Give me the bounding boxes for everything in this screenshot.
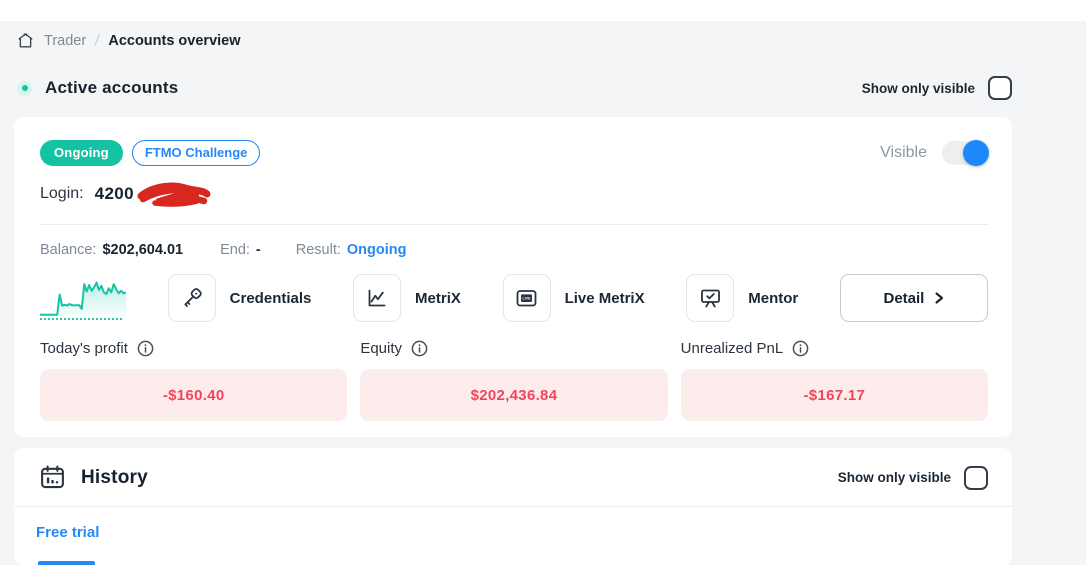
detail-button-label: Detail [883,289,925,307]
active-accounts-header: Active accounts Show only visible [14,76,1012,100]
show-only-visible-label: Show only visible [861,80,975,96]
credentials-label: Credentials [229,289,312,307]
history-header: History Show only visible [14,448,1012,507]
login-redaction-scribble [137,182,211,207]
login-value: 4200 [94,184,135,203]
history-show-only-visible-label: Show only visible [837,470,951,485]
account-type-badge: FTMO Challenge [131,140,261,166]
login-row: Login: 4200 [14,166,1012,209]
active-tab-underline [38,561,95,565]
live-screen-icon: LIVE [502,274,551,322]
breadcrumb: Trader / Accounts overview [16,31,241,50]
end-value: - [255,242,261,258]
breadcrumb-home-link[interactable] [16,31,35,50]
unrealized-pnl-label: Unrealized PnL [680,340,784,357]
metrix-label: MetriX [415,289,461,307]
chevron-right-icon [935,292,944,304]
mentor-button[interactable]: Mentor [686,274,798,322]
active-status-dot-icon [17,80,32,96]
balance-label: Balance: [40,242,97,258]
balance-value: $202,604.01 [102,242,184,258]
metrix-button[interactable]: MetriX [353,274,461,322]
breadcrumb-separator: / [93,32,101,49]
visible-toggle-knob [963,140,989,166]
account-badges-row: Ongoing FTMO Challenge Visible [14,117,1012,166]
account-metrics: Today's profit -$160.40 Equity $202,436.… [40,340,988,421]
home-icon [18,33,33,48]
calendar-history-icon [41,465,64,489]
info-icon[interactable] [792,340,809,357]
key-icon [167,274,216,322]
metric-unrealized-pnl: Unrealized PnL -$167.17 [680,340,988,421]
credentials-button[interactable]: Credentials [167,274,312,322]
account-card: Ongoing FTMO Challenge Visible Login: 42… [14,117,1012,437]
metric-todays-profit: Today's profit -$160.40 [40,340,348,421]
history-tabs: Free trial [14,507,1012,565]
mentor-label: Mentor [748,289,799,307]
live-metrix-button[interactable]: LIVE Live MetriX [502,274,645,322]
tab-free-trial[interactable]: Free trial [36,524,100,541]
visible-label: Visible [880,144,927,161]
todays-profit-value: -$160.40 [40,369,348,421]
sparkline-dotted-baseline [40,318,122,320]
equity-value: $202,436.84 [360,369,668,421]
history-card: History Show only visible Free trial [14,448,1012,565]
balance-sparkline [40,275,126,321]
breadcrumb-item-trader[interactable]: Trader [44,32,87,49]
breadcrumb-item-current: Accounts overview [108,32,241,49]
result-label: Result: [295,242,341,258]
account-actions-row: Credentials MetriX LIVE Live MetriX [40,273,988,323]
show-only-visible-checkbox[interactable] [988,76,1012,100]
page-top-strip [0,0,1086,21]
chart-line-icon [353,274,402,322]
visible-toggle[interactable] [942,140,989,166]
svg-text:LIVE: LIVE [523,296,532,300]
live-metrix-label: Live MetriX [564,289,645,307]
unrealized-pnl-value: -$167.17 [680,369,988,421]
history-show-only-visible-checkbox[interactable] [964,465,988,490]
history-title: History [81,466,148,488]
info-icon[interactable] [411,340,428,357]
end-label: End: [220,242,250,258]
card-divider [40,224,988,225]
info-icon[interactable] [137,340,154,357]
account-stats-row: Balance: $202,604.01 End: - Result: Ongo… [14,225,1012,258]
login-label: Login: [40,185,84,202]
equity-label: Equity [360,340,403,357]
status-badge: Ongoing [40,140,123,166]
active-accounts-title: Active accounts [45,78,179,97]
todays-profit-label: Today's profit [40,340,128,357]
sparkline-line [40,283,126,315]
metric-equity: Equity $202,436.84 [360,340,668,421]
detail-button[interactable]: Detail [839,274,988,322]
presentation-board-icon [686,274,735,322]
result-value: Ongoing [346,242,407,258]
